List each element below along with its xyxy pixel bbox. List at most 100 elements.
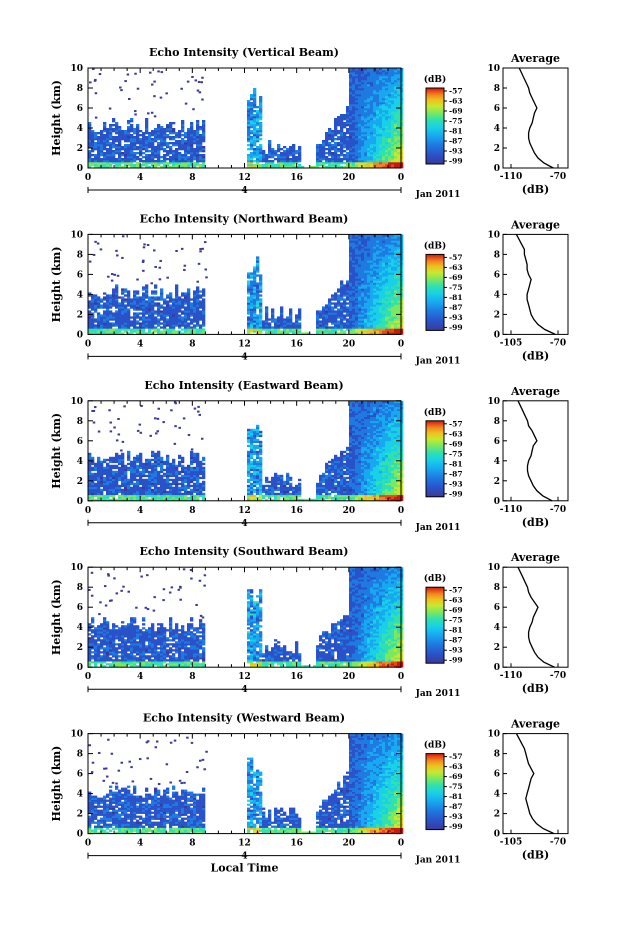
heatmap-cell xyxy=(361,320,365,323)
heatmap-cell xyxy=(157,320,161,323)
heatmap-cell xyxy=(373,252,377,255)
heatmap-cell xyxy=(259,104,263,107)
heatmap-cell xyxy=(379,304,383,307)
heatmap-cell xyxy=(397,154,401,157)
heatmap-cell xyxy=(97,298,101,301)
heatmap-cell xyxy=(157,132,161,135)
heatmap-cell xyxy=(121,146,125,149)
heatmap-cell xyxy=(106,464,110,468)
profile-x-tick-label: -70 xyxy=(550,172,566,182)
heatmap-cell xyxy=(340,286,344,289)
heatmap-cell xyxy=(352,72,356,75)
heatmap-cell xyxy=(193,300,197,303)
heatmap-cell xyxy=(253,152,257,155)
heatmap-cell xyxy=(103,332,107,335)
heatmap-cell xyxy=(355,158,359,161)
heatmap-cell xyxy=(259,298,263,301)
heatmap-cell xyxy=(373,134,377,137)
heatmap-cell xyxy=(145,482,149,486)
heatmap-cell xyxy=(139,312,143,315)
heatmap-cell xyxy=(373,108,377,111)
heatmap-cell xyxy=(130,470,134,474)
heatmap-cell xyxy=(259,330,263,333)
heatmap-cell xyxy=(115,472,119,476)
heatmap-cell xyxy=(187,322,191,325)
heatmap-cell xyxy=(112,288,116,291)
heatmap-cell xyxy=(202,300,206,303)
heatmap-cell xyxy=(175,302,179,305)
heatmap-cell xyxy=(400,74,404,77)
heatmap-cell xyxy=(355,162,359,165)
heatmap-cell xyxy=(349,304,353,307)
heatmap-cell xyxy=(385,236,389,239)
heatmap-cell xyxy=(250,108,254,111)
heatmap-cell xyxy=(394,270,398,273)
heatmap-cell xyxy=(370,290,374,293)
heatmap-cell xyxy=(349,234,353,237)
heatmap-cell xyxy=(253,118,257,121)
heatmap-cell xyxy=(367,288,371,291)
heatmap-cell xyxy=(367,150,371,153)
heatmap-cell xyxy=(280,326,284,329)
heatmap-cell xyxy=(178,300,182,303)
heatmap-cell xyxy=(361,146,365,149)
heatmap-cell xyxy=(355,240,359,243)
heatmap-cell xyxy=(91,494,95,498)
heatmap-cell xyxy=(163,140,167,143)
heatmap-cell xyxy=(97,458,101,462)
heatmap-cell xyxy=(199,312,203,315)
heatmap-cell xyxy=(367,248,371,251)
heatmap-cell xyxy=(136,130,140,133)
heatmap-cell xyxy=(124,470,128,474)
heatmap-cell xyxy=(382,106,386,109)
heatmap-cell xyxy=(400,260,404,263)
heatmap-cell xyxy=(289,162,293,165)
y-tick-label: 8 xyxy=(77,84,83,94)
heatmap-cell xyxy=(358,94,362,97)
heatmap-cell xyxy=(277,326,281,329)
heatmap-cell xyxy=(256,258,260,261)
heatmap-cell xyxy=(397,80,401,83)
heatmap-cell xyxy=(388,276,392,279)
heatmap-cell xyxy=(91,306,95,309)
heatmap-cell xyxy=(382,274,386,277)
heatmap-cell xyxy=(169,318,173,321)
heatmap-cell xyxy=(127,492,131,496)
heatmap-cell xyxy=(190,308,194,311)
heatmap-cell xyxy=(358,114,362,117)
heatmap-cell xyxy=(256,130,260,133)
heatmap-cell xyxy=(367,274,371,277)
heatmap-cell xyxy=(169,146,173,149)
heatmap-cell xyxy=(355,78,359,81)
heatmap-cell xyxy=(370,104,374,107)
heatmap-cell xyxy=(253,142,257,145)
heatmap-cell xyxy=(391,162,395,165)
heatmap-cell xyxy=(142,300,146,303)
heatmap-cell xyxy=(112,322,116,325)
heatmap-cell xyxy=(394,324,398,327)
heatmap-cell xyxy=(142,308,146,311)
heatmap-cell xyxy=(250,282,254,285)
heatmap-cell xyxy=(367,242,371,245)
heatmap-cell xyxy=(349,248,353,251)
heatmap-cell xyxy=(385,128,389,131)
heatmap-cell xyxy=(160,146,164,149)
heatmap-cell xyxy=(88,150,92,153)
heatmap-cell xyxy=(361,332,365,335)
heatmap-cell xyxy=(352,112,356,115)
y-tick-label: 6 xyxy=(77,104,83,114)
heatmap-cell xyxy=(100,136,104,139)
heatmap-cell xyxy=(331,318,335,321)
heatmap-cell xyxy=(181,294,185,297)
heatmap-cell xyxy=(361,302,365,305)
heatmap-cell xyxy=(364,238,368,241)
heatmap-cell xyxy=(301,166,305,169)
heatmap-cell xyxy=(91,332,95,335)
heatmap-cell xyxy=(103,482,107,486)
heatmap-cell xyxy=(319,144,323,147)
heatmap-cell xyxy=(379,70,383,73)
heatmap-cell xyxy=(373,302,377,305)
heatmap-cell xyxy=(253,282,257,285)
heatmap-cell xyxy=(382,238,386,241)
heatmap-cell xyxy=(139,326,143,329)
